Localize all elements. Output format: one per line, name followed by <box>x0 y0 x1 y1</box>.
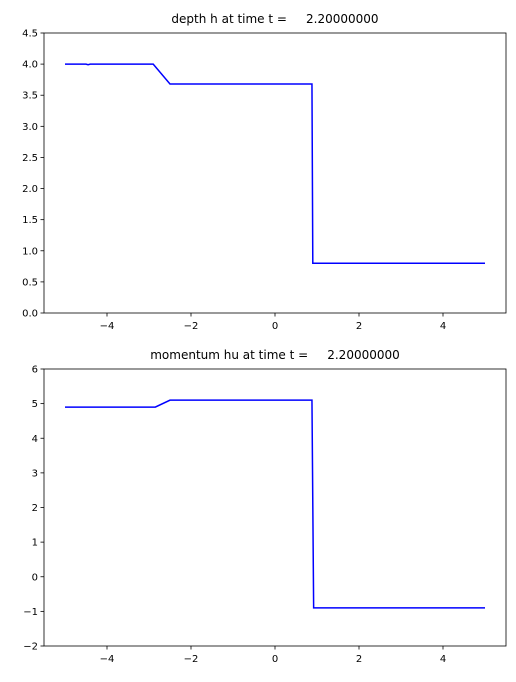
x-tick-label: −4 <box>100 321 115 332</box>
x-tick-label: −2 <box>184 654 199 665</box>
x-tick-label: −4 <box>100 654 115 665</box>
data-line <box>65 399 485 609</box>
y-tick-label: 4.0 <box>22 60 38 71</box>
y-tick-label: 3.5 <box>22 91 38 102</box>
y-tick-label: 2.0 <box>22 184 38 195</box>
y-tick-label: 1 <box>32 538 38 549</box>
x-tick-label: 2 <box>356 654 362 665</box>
y-tick-label: 4 <box>32 434 38 445</box>
y-tick-label: 2.5 <box>22 153 38 164</box>
axes-frame <box>43 368 507 647</box>
x-tick-label: 4 <box>440 654 446 665</box>
chart-title: depth h at time t = 2.20000000 <box>171 12 378 26</box>
y-tick-label: −2 <box>23 642 38 653</box>
y-tick-label: 0.0 <box>22 309 38 320</box>
y-tick-label: 0.5 <box>22 277 38 288</box>
x-tick-label: 0 <box>272 654 278 665</box>
y-tick-label: 5 <box>32 399 38 410</box>
y-tick-label: 2 <box>32 503 38 514</box>
x-tick-label: 0 <box>272 321 278 332</box>
y-tick-label: 6 <box>32 365 38 376</box>
data-line <box>65 63 485 264</box>
y-tick-label: 1.0 <box>22 246 38 257</box>
y-tick-label: 3.0 <box>22 122 38 133</box>
y-tick-label: −1 <box>23 607 38 618</box>
y-tick-label: 3 <box>32 468 38 479</box>
x-tick-label: −2 <box>184 321 199 332</box>
axes-frame <box>43 32 507 314</box>
x-tick-label: 2 <box>356 321 362 332</box>
y-tick-label: 1.5 <box>22 215 38 226</box>
chart-title: momentum hu at time t = 2.20000000 <box>150 348 400 362</box>
y-tick-label: 0 <box>32 572 38 583</box>
x-tick-label: 4 <box>440 321 446 332</box>
y-tick-label: 4.5 <box>22 29 38 40</box>
